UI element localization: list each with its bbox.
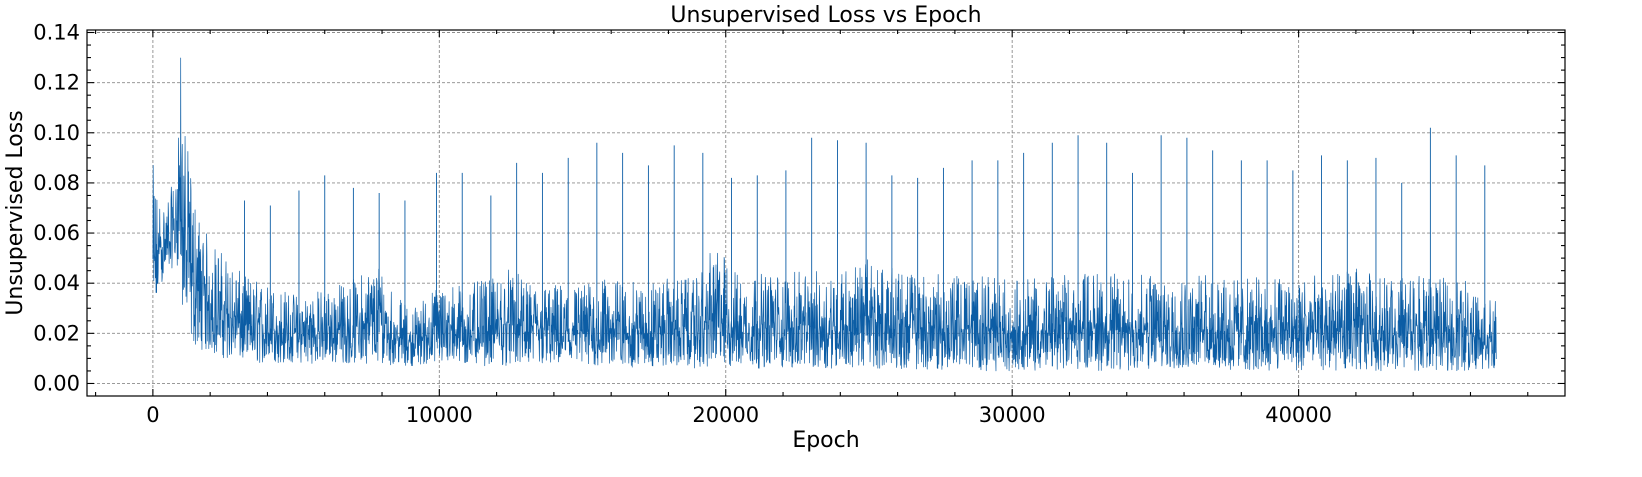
y-tick-label: 0.04 — [33, 271, 80, 295]
plot-frame — [86, 29, 1566, 397]
chart-title: Unsupervised Loss vs Epoch — [670, 3, 981, 28]
series-line — [152, 57, 1497, 372]
x-tick-label: 0 — [146, 403, 159, 427]
x-tick-label: 40000 — [1265, 403, 1332, 427]
x-tick-label: 30000 — [979, 403, 1046, 427]
y-tick-label: 0.08 — [33, 171, 80, 195]
y-tick-label: 0.06 — [33, 221, 80, 245]
x-axis-label: Epoch — [792, 428, 859, 453]
y-tick-label: 0.14 — [33, 21, 80, 45]
y-tick-label: 0.10 — [33, 121, 80, 145]
y-tick-label: 0.12 — [33, 71, 80, 95]
y-tick-label: 0.02 — [33, 321, 80, 345]
x-tick-label: 10000 — [406, 403, 473, 427]
y-tick-label: 0.00 — [33, 371, 80, 395]
axis-ticks — [87, 30, 1565, 396]
loss-trace — [152, 57, 1497, 372]
x-tick-label: 20000 — [692, 403, 759, 427]
y-axis-label: Unsupervised Loss — [3, 110, 28, 315]
tick-labels: 0 10000 20000 30000 40000 0.00 0.02 0.04 0.06 0.0… — [33, 21, 1332, 427]
